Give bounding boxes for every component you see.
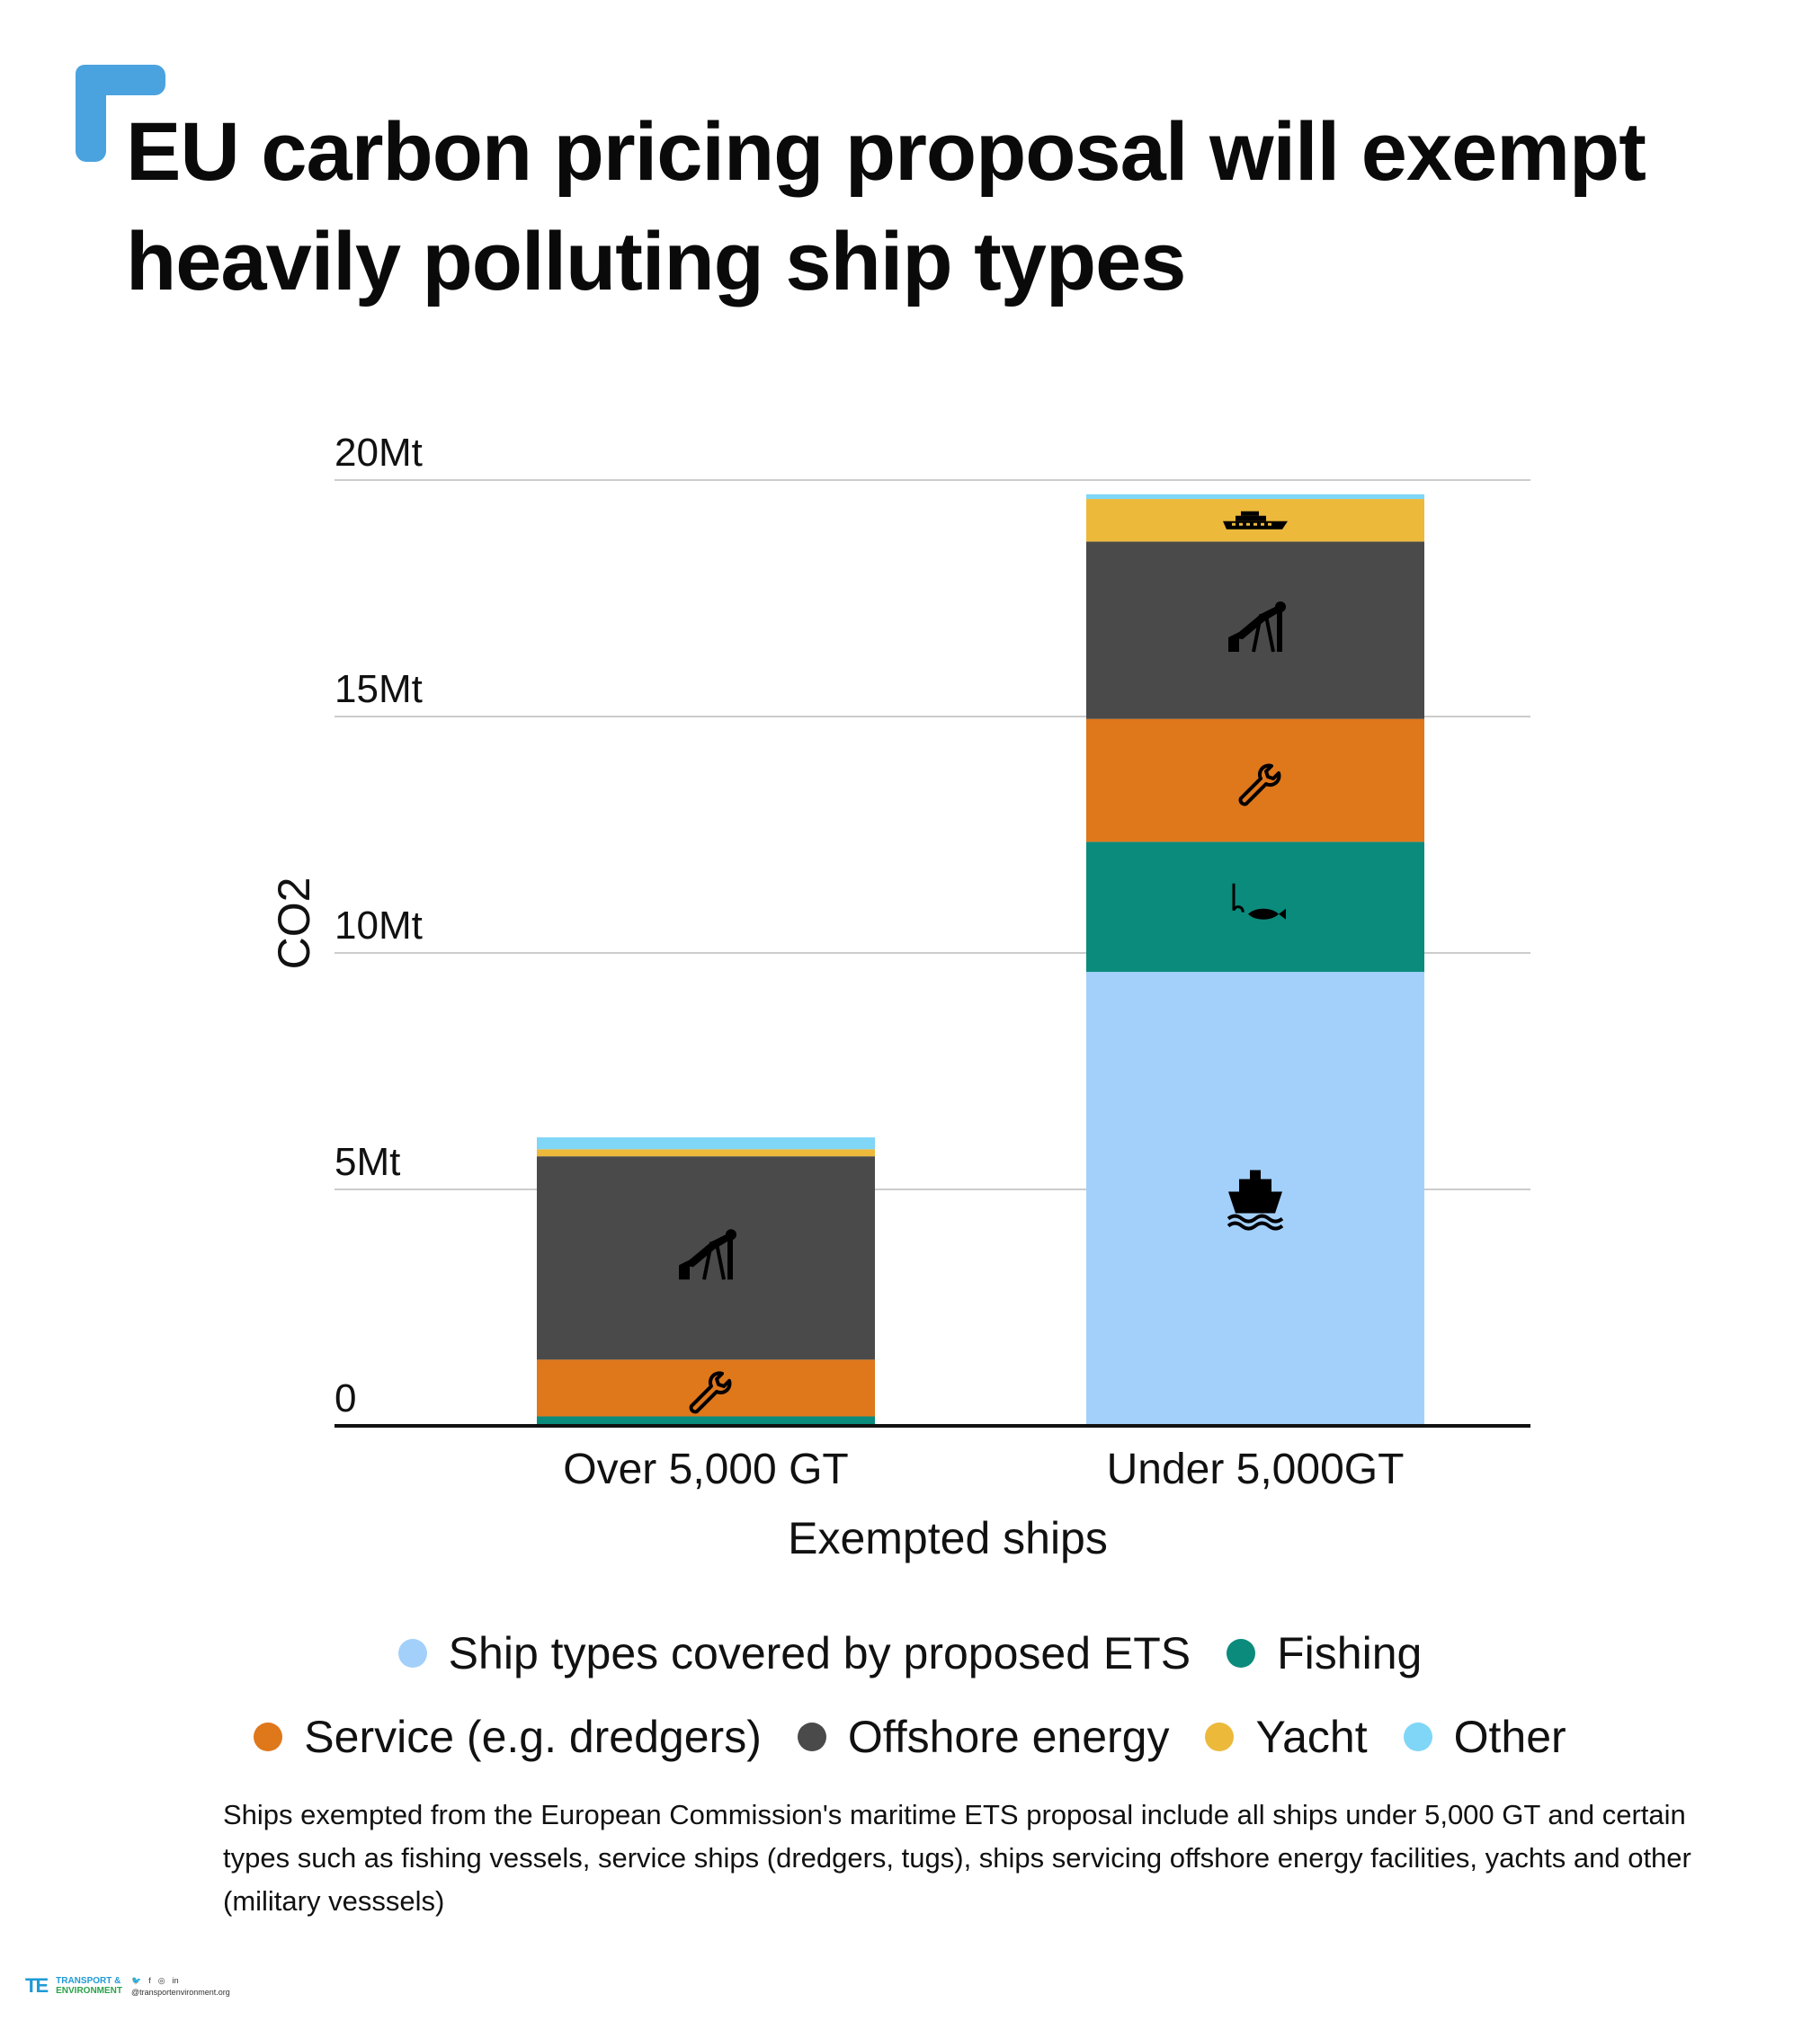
facebook-icon[interactable]: f <box>148 1975 151 1985</box>
page-title: EU carbon pricing proposal will exempt h… <box>126 106 1646 307</box>
bar-segment-fishing <box>1086 841 1424 973</box>
legend-swatch-fishing <box>1227 1639 1256 1668</box>
x-axis-title: Exempted ships <box>788 1513 1108 1563</box>
y-tick-label: 0 <box>335 1376 356 1420</box>
social-links: 🐦 f ◎ in @transportenvironment.org <box>131 1976 230 1997</box>
bar-segment-other <box>537 1137 875 1150</box>
linkedin-icon[interactable]: in <box>172 1975 179 1985</box>
logo-line-2: ENVIRONMENT <box>56 1986 123 1996</box>
legend-swatch-service <box>254 1723 283 1751</box>
footer: TE TRANSPORT & ENVIRONMENT 🐦 f ◎ in @tra… <box>25 1974 230 1998</box>
legend-swatch-other <box>1403 1723 1432 1751</box>
bar-segment-fishing <box>537 1416 875 1426</box>
x-category-label: Under 5,000GT <box>1107 1446 1405 1493</box>
legend-swatch-ets <box>397 1639 427 1668</box>
oil-pump-icon <box>1228 601 1286 653</box>
bar-segment-other <box>1086 494 1424 500</box>
bar-segment-service <box>1086 718 1424 842</box>
legend-item-ets[interactable]: Ship types covered by proposed ETS <box>397 1627 1191 1679</box>
y-tick-label: 20Mt <box>335 431 423 475</box>
te-logo-text: TRANSPORT & ENVIRONMENT <box>56 1976 122 1996</box>
legend-label-offshore: Offshore energy <box>847 1712 1170 1762</box>
legend-item-yacht[interactable]: Yacht <box>1205 1711 1368 1763</box>
y-axis-title: CO2 <box>269 877 319 970</box>
bar-segment-offshore <box>1086 541 1424 719</box>
legend-item-other[interactable]: Other <box>1403 1711 1566 1763</box>
legend-item-offshore[interactable]: Offshore energy <box>797 1711 1170 1763</box>
legend-item-service[interactable]: Service (e.g. dredgers) <box>254 1711 762 1763</box>
te-logo-mark: TE <box>25 1974 49 1997</box>
y-tick-label: 10Mt <box>335 904 423 948</box>
corner-bracket-logo <box>76 65 165 162</box>
legend-row-1: Ship types covered by proposed ETS Fishi… <box>0 1627 1820 1679</box>
fishing-hook-icon <box>1232 883 1286 920</box>
oil-pump-icon <box>679 1229 736 1280</box>
y-tick-label: 5Mt <box>335 1140 400 1184</box>
legend-swatch-yacht <box>1205 1723 1235 1751</box>
y-tick-label: 15Mt <box>335 667 423 711</box>
wrench-icon <box>689 1371 732 1414</box>
bar-segment-yacht <box>537 1149 875 1157</box>
instagram-icon[interactable]: ◎ <box>157 1975 165 1985</box>
legend-item-fishing[interactable]: Fishing <box>1227 1627 1422 1679</box>
x-category-label: Over 5,000 GT <box>563 1446 848 1493</box>
legend-label-service: Service (e.g. dredgers) <box>304 1712 762 1762</box>
website-link[interactable]: @transportenvironment.org <box>131 1987 230 1997</box>
chart-footnote: Ships exempted from the European Commiss… <box>223 1799 1691 1917</box>
cargo-ship-icon <box>1227 1170 1284 1231</box>
yacht-icon <box>1223 511 1288 530</box>
legend-label-yacht: Yacht <box>1255 1712 1368 1762</box>
legend-label-other: Other <box>1453 1712 1566 1762</box>
legend-label-ets: Ship types covered by proposed ETS <box>448 1628 1191 1678</box>
wrench-icon <box>1238 763 1281 806</box>
legend-row-2: Service (e.g. dredgers) Offshore energy … <box>0 1711 1820 1763</box>
legend-label-fishing: Fishing <box>1277 1628 1423 1678</box>
logo-line-1: TRANSPORT & <box>56 1976 121 1986</box>
bar-segment-service <box>537 1359 875 1417</box>
bar-segment-offshore <box>537 1156 875 1360</box>
stacked-bar-chart: 0 5Mt 10Mt 15Mt 20Mt Over 5,000 GT Under 5,000… <box>269 431 1530 1563</box>
twitter-icon[interactable]: 🐦 <box>131 1975 142 1985</box>
legend-swatch-offshore <box>797 1723 826 1751</box>
